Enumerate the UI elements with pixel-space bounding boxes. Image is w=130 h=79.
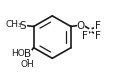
- Text: F: F: [95, 31, 101, 41]
- FancyBboxPatch shape: [94, 21, 102, 30]
- FancyBboxPatch shape: [23, 50, 32, 59]
- Text: HO: HO: [11, 49, 25, 58]
- Text: OH: OH: [21, 60, 35, 69]
- FancyBboxPatch shape: [5, 21, 23, 28]
- FancyBboxPatch shape: [19, 21, 27, 30]
- Text: B: B: [24, 49, 31, 59]
- FancyBboxPatch shape: [94, 32, 102, 40]
- FancyBboxPatch shape: [81, 32, 89, 40]
- Text: F: F: [95, 21, 101, 30]
- Text: CH₃: CH₃: [6, 20, 22, 29]
- Text: S: S: [20, 21, 26, 30]
- FancyBboxPatch shape: [9, 49, 27, 58]
- Text: O: O: [77, 21, 85, 30]
- FancyBboxPatch shape: [19, 60, 37, 68]
- Text: F: F: [82, 31, 88, 41]
- FancyBboxPatch shape: [77, 21, 85, 30]
